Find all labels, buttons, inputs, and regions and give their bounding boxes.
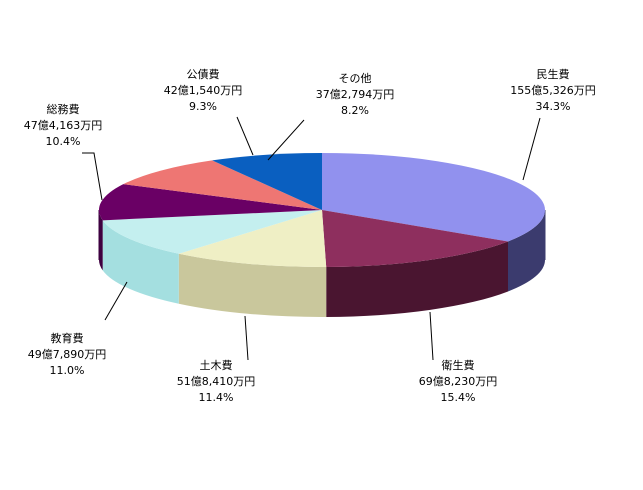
pie-slice-4 [98,184,322,221]
label-eisei: 衛生費 69億8,230万円 15.4% [419,358,498,406]
leader-line-3 [104,281,128,321]
slice-label-percent: 11.0% [49,364,85,377]
slice-label-name: 土木費 [199,359,233,372]
pie-slice-6 [212,153,322,210]
leader-line-2 [244,315,249,361]
slice-label-name: 総務費 [46,103,80,116]
leader-line-5 [236,116,254,156]
slice-label-name: 衛生費 [441,359,475,372]
slice-label-percent: 34.3% [535,100,571,113]
slice-label-name: その他 [338,72,372,85]
pie-slice-0 [322,153,545,242]
slice-label-percent: 11.4% [198,391,234,404]
slice-label-percent: 10.4% [45,135,81,148]
slice-label-amount: 47億4,163万円 [23,119,103,132]
slice-label-amount: 42億1,540万円 [163,84,243,97]
label-kyoiku: 教育費 49億7,890万円 11.0% [28,331,107,379]
pie-side-3 [102,220,179,304]
pie-side-2 [178,253,327,317]
slice-label-name: 民生費 [536,68,570,81]
slice-label-name: 公債費 [186,68,220,81]
slice-label-amount: 37億2,794万円 [315,88,395,101]
slice-label-amount: 69億8,230万円 [418,375,498,388]
label-sonota: その他 37億2,794万円 8.2% [316,71,395,119]
pie-sides [98,210,546,317]
slice-label-name: 教育費 [50,332,84,345]
slice-label-percent: 15.4% [440,391,476,404]
pie-tops [98,153,545,267]
slice-label-percent: 9.3% [189,100,217,113]
slice-label-amount: 49億7,890万円 [27,348,107,361]
pie-slice-5 [123,160,322,210]
slice-label-amount: 155億5,326万円 [510,84,596,97]
leader-line-4 [82,152,103,201]
pie-side-4 [99,210,103,271]
pie-slice-2 [178,210,327,267]
label-doboku: 土木費 51億8,410万円 11.4% [177,358,256,406]
label-somu: 総務費 47億4,163万円 10.4% [24,102,103,150]
pie-side-1 [326,241,508,317]
label-kosai: 公債費 42億1,540万円 9.3% [164,67,243,115]
leader-line-1 [429,311,434,361]
label-minsei: 民生費 155億5,326万円 34.3% [510,67,596,115]
leader-line-6 [267,119,305,161]
leader-lines [82,116,541,361]
slice-label-percent: 8.2% [341,104,369,117]
leader-line-0 [522,117,541,181]
pie-slice-3 [102,210,323,254]
pie-side-0 [507,210,545,292]
pie-slice-1 [322,210,508,267]
slice-label-amount: 51億8,410万円 [176,375,256,388]
